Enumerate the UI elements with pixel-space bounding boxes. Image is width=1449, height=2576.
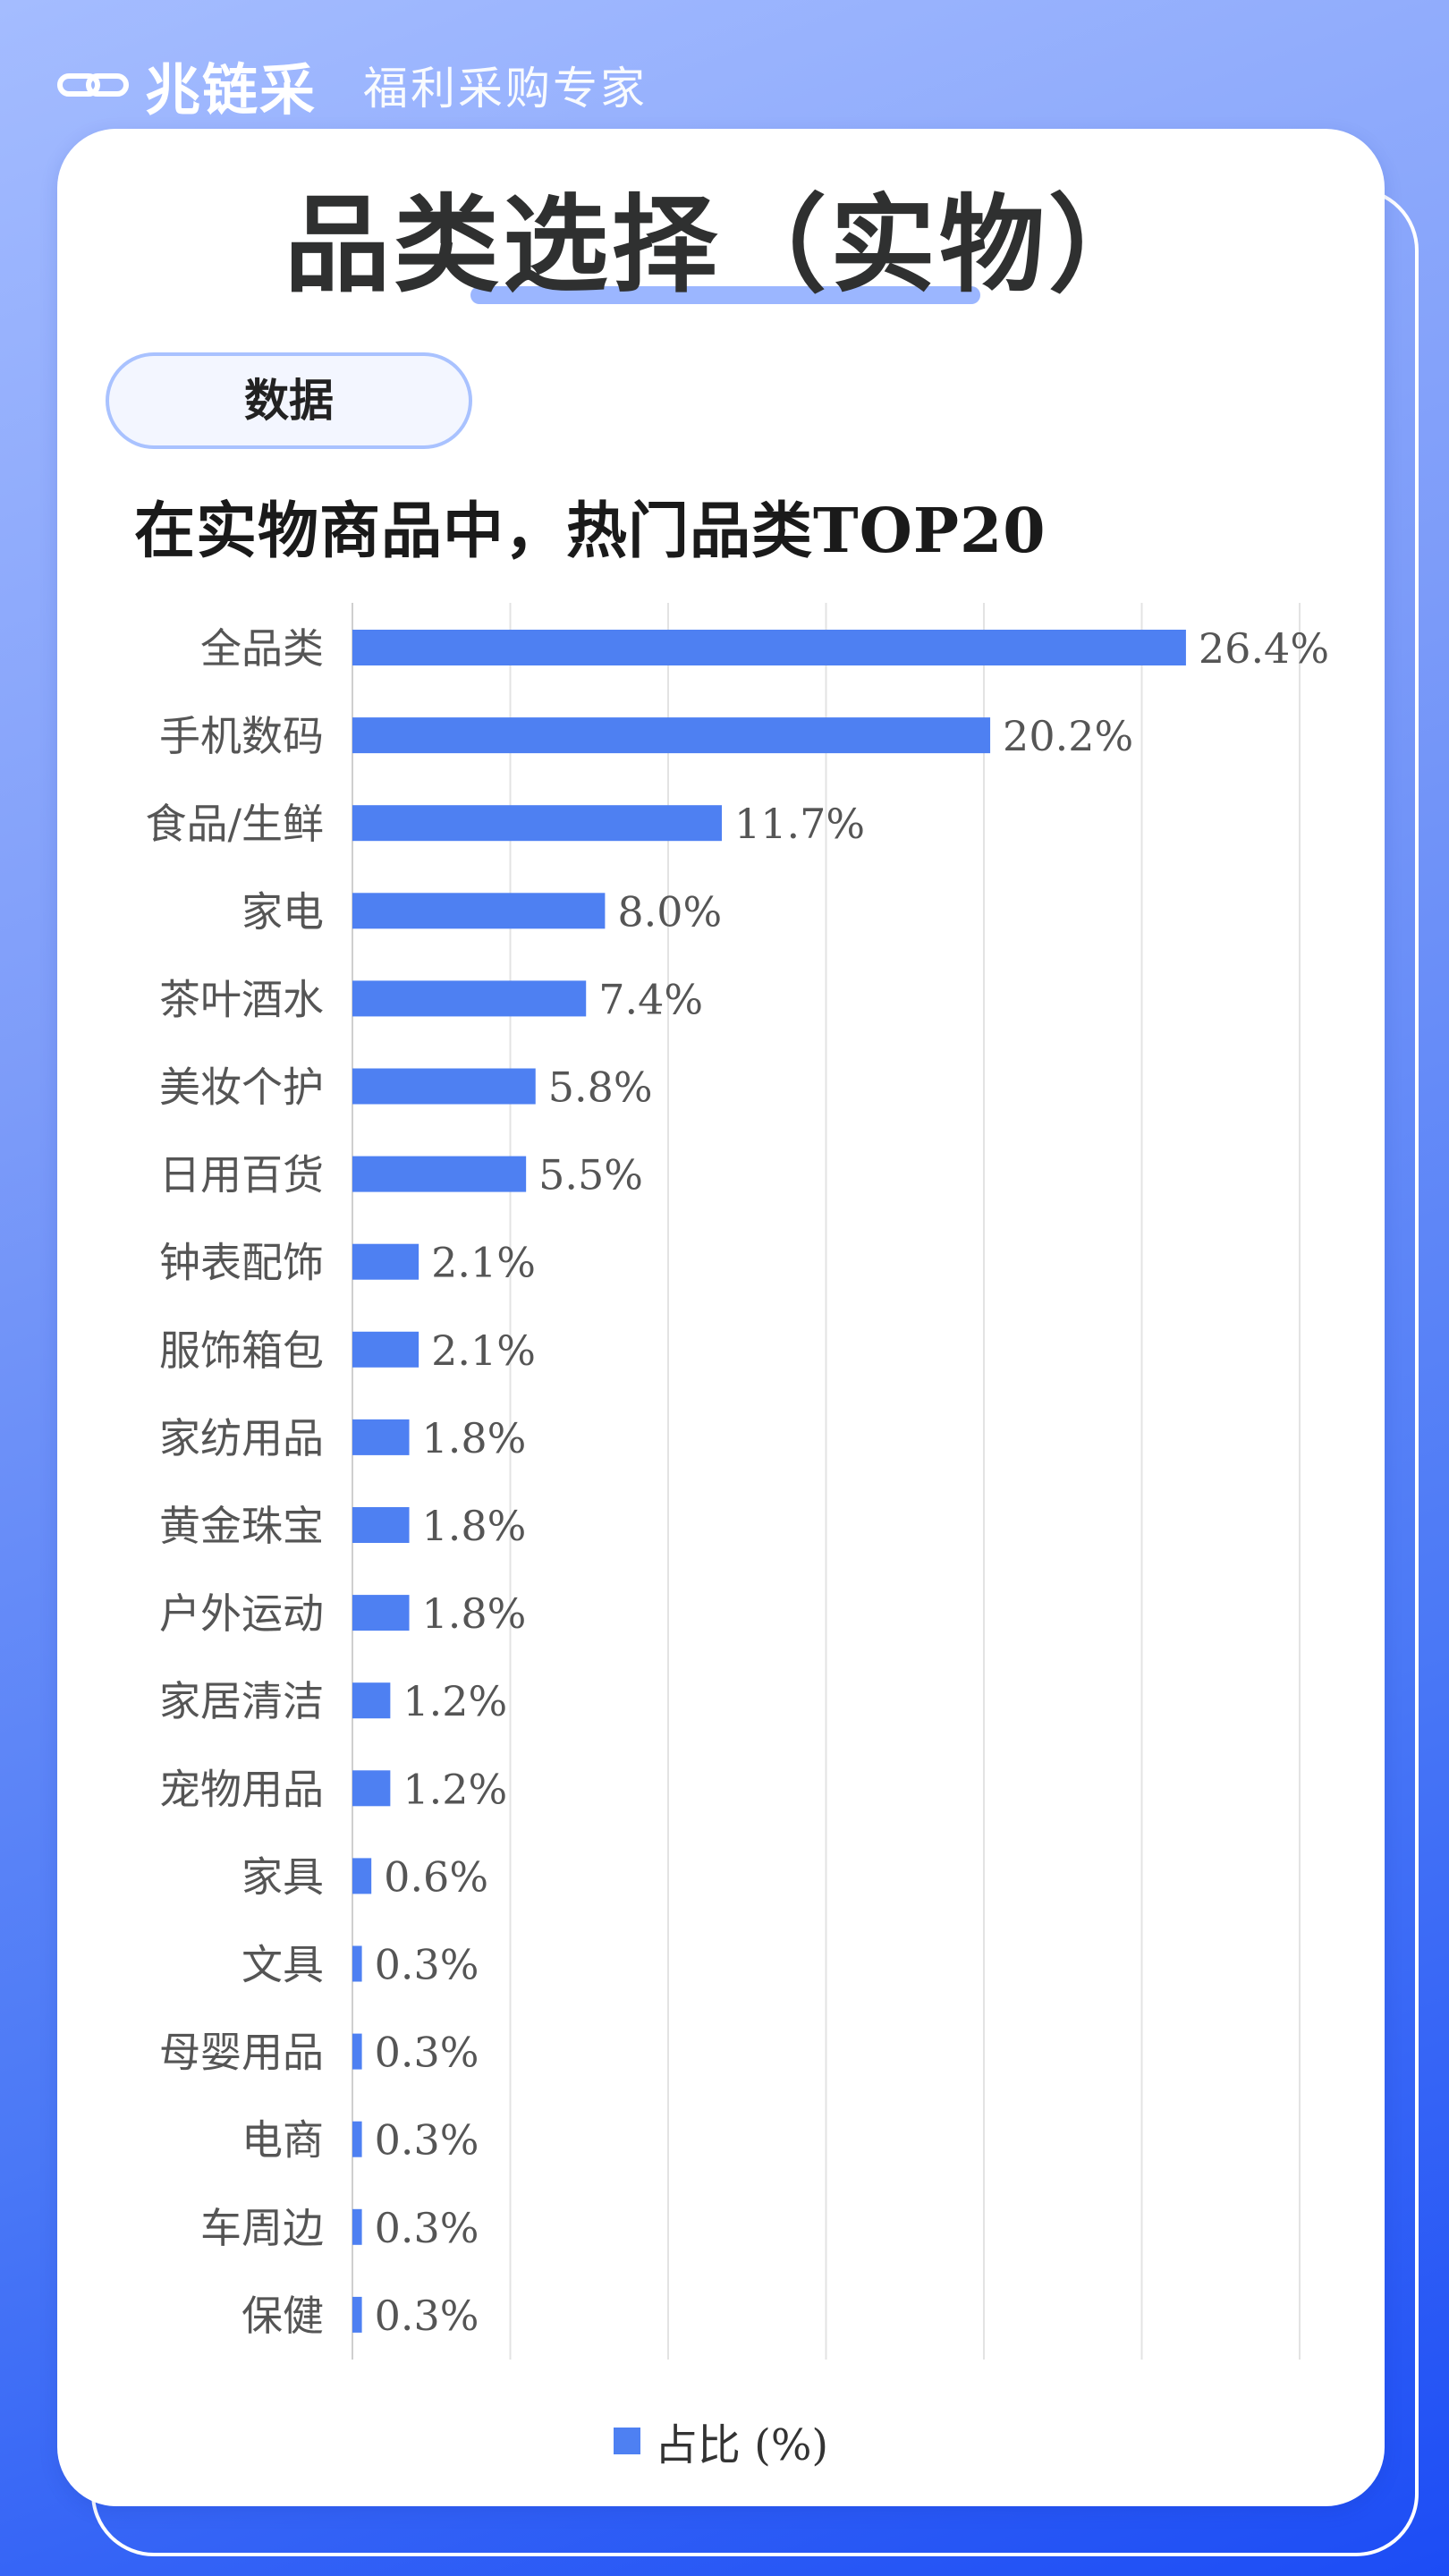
category-label: 家纺用品 (159, 1414, 324, 1462)
bar (352, 630, 1186, 665)
data-label: 0.3% (375, 1941, 479, 1989)
bar (352, 717, 991, 754)
bar (352, 1156, 527, 1192)
data-label: 0.3% (375, 2292, 479, 2340)
bar (352, 1858, 372, 1894)
bar (352, 805, 723, 842)
chart-legend: 占比 (%) (57, 2410, 1385, 2472)
bar-chart: 全品类 26.4% 手机数码 20.2% 食品/生鲜 11.7% 家电 8.0% 茶叶酒水 7.4… (146, 603, 1329, 2360)
bar (352, 2121, 362, 2157)
bar (352, 980, 587, 1017)
category-label: 黄金珠宝 (159, 1502, 324, 1550)
bar (352, 1507, 410, 1543)
data-label: 1.8% (422, 1502, 527, 1550)
bar (352, 2033, 362, 2070)
bar (352, 1682, 391, 1719)
data-label: 5.5% (538, 1151, 643, 1199)
data-label: 1.2% (402, 1765, 507, 1813)
title-underline (470, 286, 980, 304)
data-label: 11.7% (734, 800, 865, 848)
category-label: 钟表配饰 (159, 1239, 324, 1287)
category-label: 文具 (242, 1941, 324, 1989)
bar (352, 1945, 362, 1982)
category-label: 电商 (242, 2116, 324, 2165)
legend-label: 占比 (%) (654, 2420, 829, 2470)
content-card: 品类选择（实物） 数据 在实物商品中，热门品类TOP20 全品类 26.4% 手机数… (57, 129, 1385, 2506)
bar (352, 1419, 410, 1455)
data-label: 0.3% (375, 2029, 479, 2077)
category-label: 家具 (242, 1852, 324, 1901)
page-title: 品类选择（实物） (284, 182, 1157, 307)
bar (352, 1331, 419, 1368)
bar (352, 2296, 362, 2333)
data-label: 26.4% (1199, 624, 1329, 673)
data-label: 20.2% (1003, 712, 1133, 760)
category-label: 服饰箱包 (159, 1326, 324, 1375)
category-label: 食品/生鲜 (146, 800, 325, 848)
brand-name: 兆链采 (145, 57, 318, 123)
bar (352, 2208, 362, 2245)
bar (352, 1243, 419, 1280)
data-label: 1.8% (422, 1414, 527, 1462)
category-label: 宠物用品 (159, 1765, 324, 1813)
data-label: 1.8% (422, 1589, 527, 1638)
section-tag: 数据 (106, 352, 472, 449)
data-label: 0.3% (375, 2116, 479, 2165)
data-label: 1.2% (402, 1677, 507, 1725)
category-label: 家居清洁 (159, 1677, 324, 1725)
data-label: 8.0% (617, 887, 722, 936)
bar (352, 1068, 536, 1105)
data-label: 2.1% (431, 1326, 536, 1375)
data-label: 0.3% (375, 2204, 479, 2252)
category-label: 日用百货 (159, 1151, 324, 1199)
category-label: 手机数码 (159, 712, 324, 760)
bar (352, 1770, 391, 1807)
chain-link-icon (57, 73, 129, 97)
brand-slogan: 福利采购专家 (363, 63, 648, 114)
category-label: 户外运动 (159, 1589, 324, 1638)
chart-heading: 在实物商品中，热门品类TOP20 (134, 496, 1046, 567)
data-label: 2.1% (431, 1239, 536, 1287)
data-label: 7.4% (598, 975, 703, 1023)
category-label: 家电 (242, 887, 324, 936)
brand-logo: 兆链采 福利采购专家 (57, 47, 648, 123)
category-label: 美妆个护 (159, 1063, 324, 1112)
category-label: 车周边 (200, 2204, 324, 2252)
category-label: 母婴用品 (159, 2029, 324, 2077)
legend-swatch (613, 2428, 640, 2454)
bar (352, 893, 606, 929)
data-label: 5.8% (548, 1063, 653, 1112)
category-label: 全品类 (200, 624, 324, 673)
category-label: 茶叶酒水 (159, 975, 324, 1023)
category-label: 保健 (242, 2292, 324, 2340)
bar (352, 1595, 410, 1631)
data-label: 0.6% (384, 1852, 488, 1901)
